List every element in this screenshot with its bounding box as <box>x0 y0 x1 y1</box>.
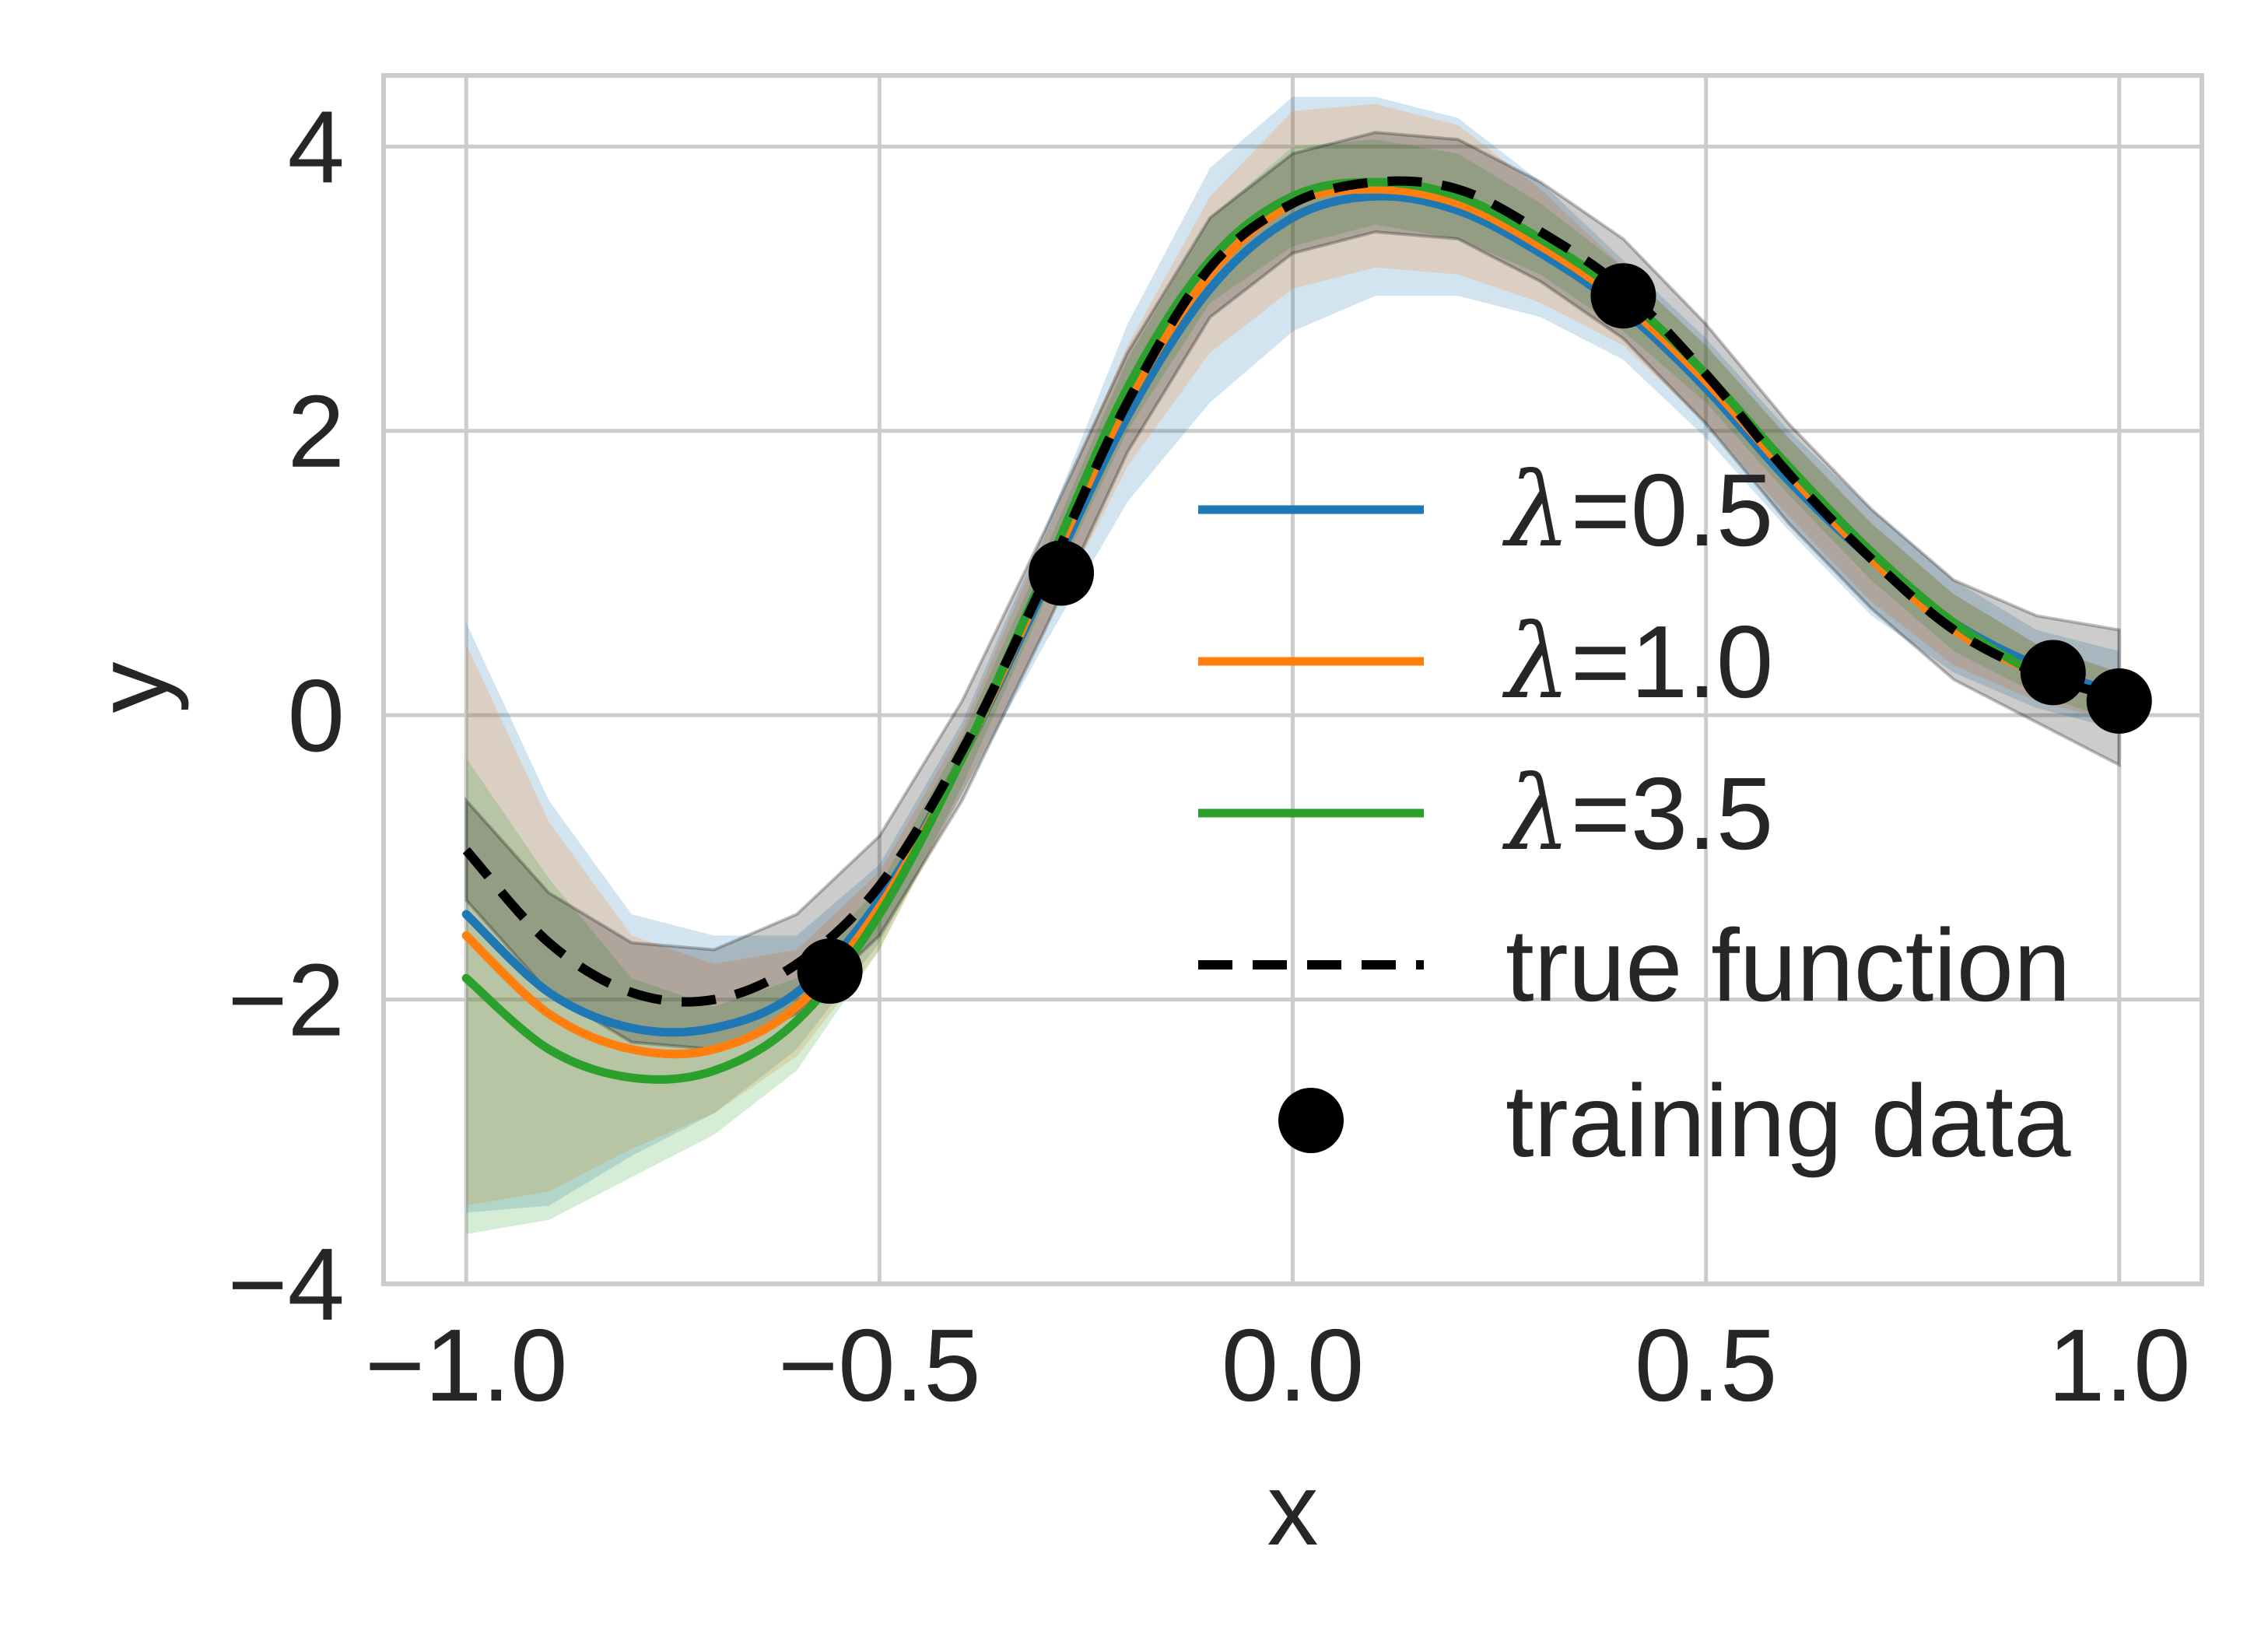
training-data-point <box>1590 263 1656 329</box>
axes-frame <box>381 73 2204 1286</box>
x-tick-label: −1.0 <box>365 1308 568 1422</box>
legend-lambda-value: =3.5 <box>1571 756 1774 871</box>
y-axis-label: y <box>75 662 189 714</box>
plot-area: −1.0 −0.5 0.0 0.5 1.0 −4 −2 0 2 4 <box>228 73 2204 1422</box>
legend-label: λ=3.5 <box>1502 754 1773 874</box>
legend-lambda-value: =0.5 <box>1571 453 1774 567</box>
training-data-point <box>1029 540 1095 606</box>
y-tick-label: 2 <box>288 374 345 489</box>
x-axis-label: x <box>1267 1452 1319 1566</box>
legend-label: λ=0.5 <box>1502 451 1773 570</box>
legend-lambda-symbol: λ <box>1502 451 1571 570</box>
confidence-band <box>466 139 2119 1235</box>
training-data-point <box>2020 640 2086 706</box>
legend-lambda-symbol: λ <box>1502 754 1571 874</box>
legend-lambda-symbol: λ <box>1502 602 1571 722</box>
series-line <box>461 177 2124 1084</box>
y-tick-label: −4 <box>228 1227 345 1341</box>
y-tick-label: 0 <box>288 658 345 773</box>
legend-label: training data <box>1506 1064 2071 1178</box>
legend-lambda-value: =1.0 <box>1571 605 1774 719</box>
x-tick-label: 0.5 <box>1635 1308 1778 1422</box>
y-tick-label: 4 <box>288 89 345 204</box>
legend-swatch-training-data <box>1278 1088 1344 1153</box>
legend-label: true function <box>1506 908 2070 1022</box>
y-tick-label: −2 <box>228 943 345 1057</box>
x-tick-label: 1.0 <box>2048 1308 2191 1422</box>
x-tick-label: 0.0 <box>1222 1308 1365 1422</box>
legend-label: λ=1.0 <box>1502 602 1773 722</box>
x-tick-label: −0.5 <box>778 1308 981 1422</box>
true-function-line <box>462 176 2121 1007</box>
training-data-point <box>797 938 863 1005</box>
confidence-band <box>464 131 2121 1051</box>
training-data-point <box>2086 668 2152 734</box>
